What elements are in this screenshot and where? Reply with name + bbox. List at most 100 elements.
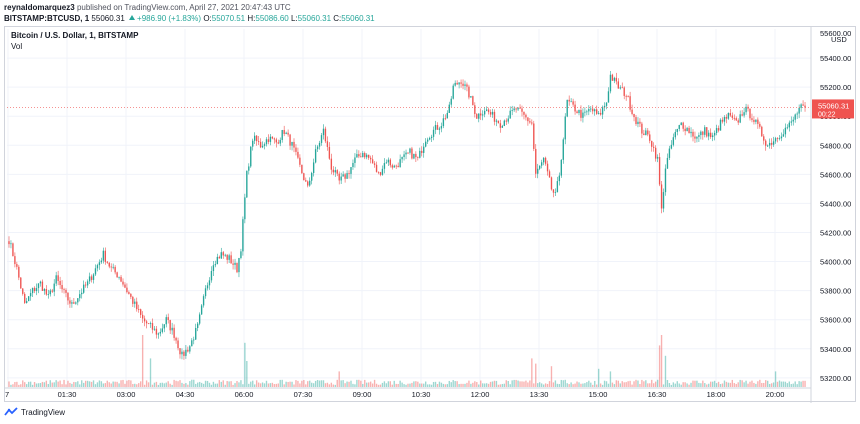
candle-body [281,129,283,140]
volume-bar [525,380,527,387]
volume-bar [656,379,659,387]
candle-body [193,339,195,341]
volume-bar [698,382,700,387]
candle-body [489,112,492,115]
candle-body [275,139,277,143]
volume-bar [483,383,486,387]
time-tick-label: 20:00 [766,390,785,399]
candle-body [802,104,804,106]
volume-bar [59,380,61,387]
candle-body [725,117,728,119]
candle-body [493,111,496,122]
candle-body [425,141,427,147]
volume-bar [138,383,140,387]
candle-body [322,128,325,136]
high-value: 55086.60 [255,14,289,23]
candle-body [18,266,20,278]
candle-body [609,74,612,92]
volume-bar [603,380,606,387]
candle-body [92,274,95,280]
candle-body [507,118,509,122]
volume-bar [147,382,150,387]
candle-body [666,157,669,169]
candle-body [686,127,688,132]
candle-body [177,340,179,349]
volume-bar [605,381,608,387]
candle-body [450,98,452,105]
price-chart[interactable]: Bitcoin / U.S. Dollar, 1, BITSTAMP Vol 532… [5,27,857,403]
low-value: 55060.31 [297,14,332,23]
volume-bar [596,384,598,387]
candle-body [340,176,342,181]
candle-body [719,119,722,131]
volume-bar [654,381,657,387]
currency-label: USD [831,35,847,44]
candle-body [474,105,476,115]
volume-bar [786,383,789,387]
candle-body [375,164,378,172]
candle-body [336,170,338,174]
chart-frame[interactable]: Bitcoin / U.S. Dollar, 1, BITSTAMP Vol 532… [4,26,857,403]
candle-body [385,162,388,164]
volume-bar [723,380,726,387]
candle-body [539,165,541,169]
candle-body [100,260,103,263]
time-tick-label: 09:00 [353,390,372,399]
volume-bar [694,380,696,387]
candle-body [680,122,682,126]
volume-bar [222,380,224,387]
candle-body [576,111,578,114]
candle-body [515,108,517,110]
volume-bar [552,382,555,387]
candle-body [35,288,38,292]
candle-body [739,114,741,123]
volume-bar [71,383,73,387]
candle-body [228,255,230,260]
volume-bar [619,383,621,387]
volume-bar [275,383,277,387]
symbol-line: BITSTAMP:BTCUSD, 1 55060.31 +986.90 (+1.… [4,14,375,23]
candle-body [700,131,702,136]
volume-bar [175,380,177,387]
candle-body [132,296,134,304]
volume-bar [289,381,291,387]
volume-bar [692,380,694,387]
candle-body [84,284,87,286]
candle-body [191,340,193,347]
candle-body [16,264,18,267]
volume-bar [753,382,755,387]
candle-body [41,281,44,291]
candle-body [265,139,268,145]
candle-body [753,119,755,122]
candle-body [393,165,395,168]
candle-body [647,130,649,135]
volume-bar [635,379,637,387]
candle-body [301,164,303,174]
volume-bar [350,380,352,387]
candle-body [151,323,154,330]
volume-bar [379,384,382,387]
volume-bar [391,384,393,387]
volume-bar [128,379,130,387]
volume-bar [187,384,189,387]
volume-bar [743,382,745,387]
volume-bar [702,380,704,387]
candle-body [232,263,234,265]
volume-bar [285,381,287,387]
publish-info: published on TradingView.com, April 27, … [76,3,291,12]
volume-bar [505,380,507,387]
volume-bar [629,380,631,387]
volume-bar [261,382,264,387]
volume-bar [446,384,448,387]
candle-body [344,174,346,179]
candle-body [27,296,30,302]
volume-bar [257,382,260,387]
close-value: 55060.31 [341,14,375,23]
candle-body [24,293,26,303]
candle-body [149,323,152,324]
volume-bar [440,382,443,387]
candle-body [81,292,83,295]
candle-body [765,140,767,146]
candle-body [324,128,327,142]
volume-bar [770,383,773,387]
